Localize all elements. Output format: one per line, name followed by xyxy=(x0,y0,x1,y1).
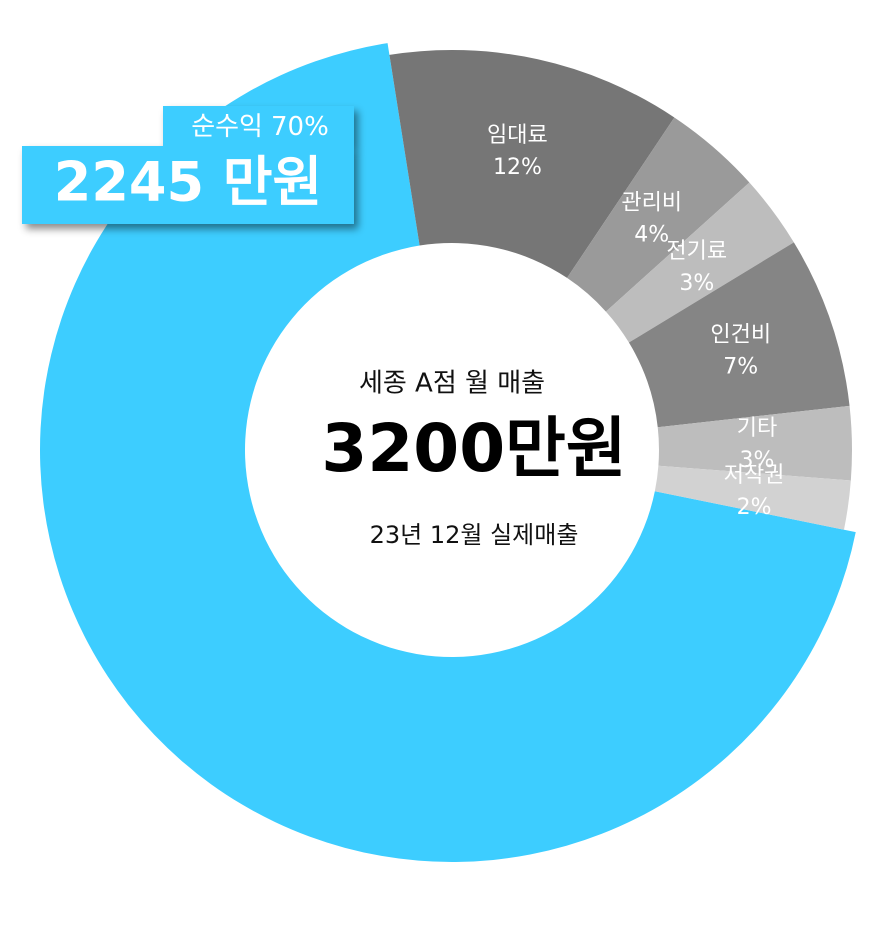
wedge xyxy=(628,242,850,428)
chart-title: 세종 A점 월 매출 xyxy=(359,369,545,399)
value-label: 3% xyxy=(679,271,714,296)
value-label: 12% xyxy=(493,155,542,180)
wedge xyxy=(657,405,852,481)
wedge xyxy=(654,465,851,530)
category-label: 기타 xyxy=(737,416,777,441)
category-label: 순수익 xyxy=(191,112,263,142)
value-label: 7% xyxy=(723,355,758,380)
wedge xyxy=(605,182,794,343)
value-label: 4% xyxy=(634,222,669,247)
category-label: 전기료 xyxy=(666,239,727,264)
subtitle: 23년 12월 실제매출 xyxy=(370,521,579,549)
value-label: 2% xyxy=(737,495,772,520)
category-label: 저작권 xyxy=(724,463,785,488)
wedge xyxy=(389,50,675,278)
center-total: 3200만원 xyxy=(321,410,626,487)
callout-amount: 2245 만원 xyxy=(54,151,322,214)
category-label: 인건비 xyxy=(710,323,771,348)
value-label: 70% xyxy=(271,112,329,142)
category-label: 관리비 xyxy=(621,190,682,215)
callout-label: 순수익 70% xyxy=(191,112,329,142)
wedge xyxy=(567,117,750,312)
value-label: 3% xyxy=(740,448,775,473)
category-label: 임대료 xyxy=(487,123,548,148)
callout-cover xyxy=(22,146,354,224)
callout: 2245 만원 순수익 70% xyxy=(22,106,354,224)
wedge xyxy=(40,43,856,862)
callout-tab xyxy=(163,106,354,146)
